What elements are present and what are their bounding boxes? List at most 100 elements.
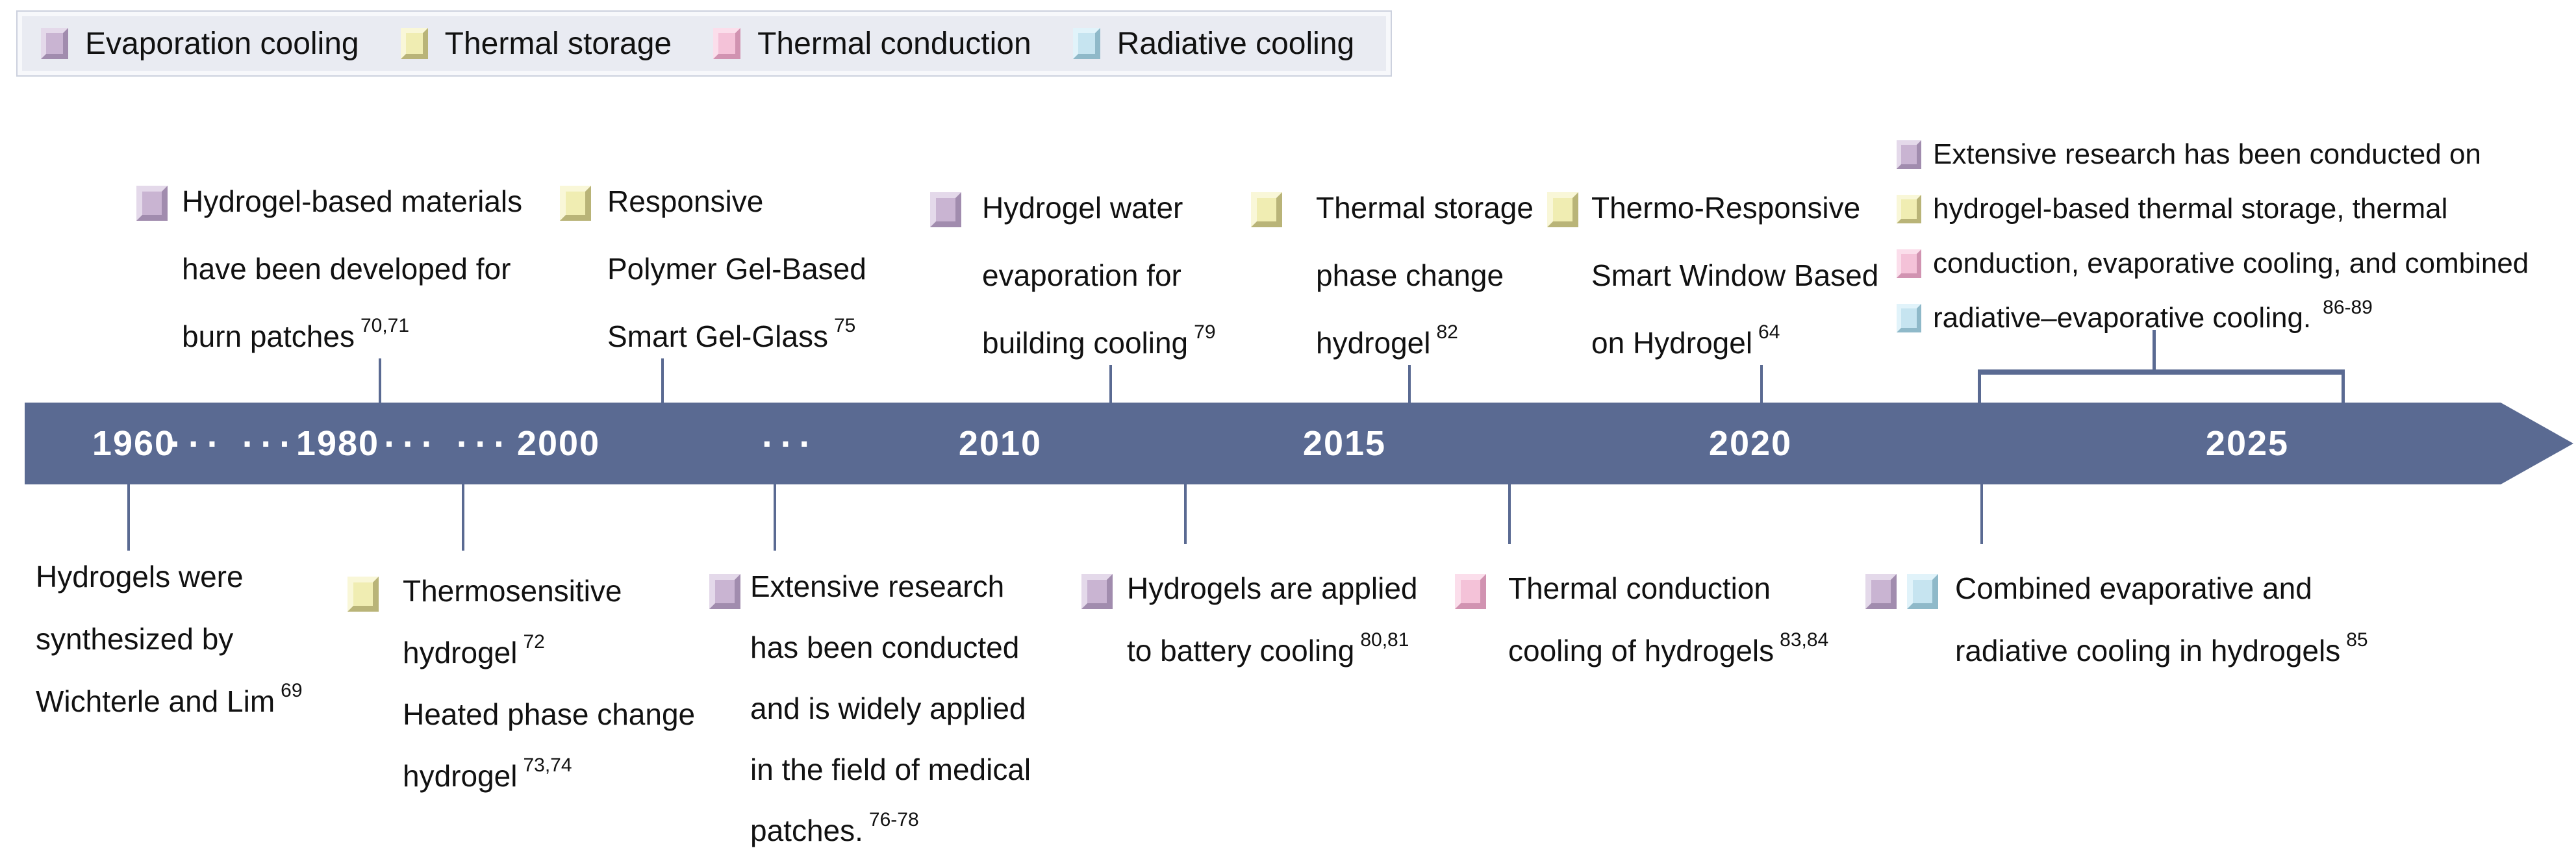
reference-superscript: 76-78: [868, 809, 919, 830]
connector-line: [1760, 365, 1763, 403]
annotation-line: Thermosensitive: [403, 573, 622, 608]
annotation-conduction-cooling: Thermal conduction cooling of hydrogels 8…: [1508, 557, 1828, 682]
thermal-storage-marker-icon: [560, 186, 591, 221]
legend: Evaporation cooling Thermal storage Ther…: [16, 10, 1392, 77]
annotation-building-cooling: Hydrogel water evaporation for building …: [982, 174, 1216, 377]
annotation-line: have been developed for: [182, 252, 511, 286]
thermal-conduction-marker-icon: [1455, 574, 1486, 609]
annotation-line: building cooling: [982, 326, 1189, 360]
annotation-phase-change-hydrogel: Thermal storage phase change hydrogel 82: [1316, 174, 1534, 377]
annotation-battery-cooling: Hydrogels are applied to battery cooling…: [1127, 557, 1418, 682]
reference-superscript: 79: [1194, 321, 1216, 343]
radiative-cooling-swatch-icon: [1072, 28, 1100, 59]
annotation-line: Responsive: [607, 184, 764, 218]
bracket-bar: [1978, 369, 2345, 375]
legend-label: Evaporation cooling: [85, 26, 359, 61]
annotation-line: Hydrogel-based materials: [182, 184, 523, 218]
ellipsis-dots: ··· ···: [384, 423, 512, 464]
reference-superscript: 80,81: [1360, 629, 1409, 651]
year-2025: 2025: [2205, 424, 2290, 463]
annotation-line: Hydrogel water: [982, 191, 1183, 225]
annotation-line: Wichterle and Lim: [36, 684, 275, 718]
legend-label: Radiative cooling: [1117, 26, 1355, 61]
annotation-line: to battery cooling: [1127, 634, 1355, 668]
annotation-line: hydrogel: [403, 635, 518, 669]
annotation-line: radiative cooling in hydrogels: [1955, 634, 2341, 668]
year-2000: 2000: [516, 424, 601, 463]
annotation-line: phase change: [1316, 258, 1504, 292]
reference-superscript: 85: [2346, 629, 2368, 651]
evaporation-marker-icon: [1897, 140, 1921, 169]
summary-line: conduction, evaporative cooling, and com…: [1897, 236, 2529, 291]
legend-label: Thermal conduction: [757, 26, 1031, 61]
connector-line: [127, 484, 130, 551]
annotation-line: Polymer Gel-Based: [607, 252, 866, 286]
evaporation-marker-icon: [1081, 574, 1113, 609]
radiative-cooling-marker-icon: [1897, 304, 1921, 332]
annotation-line: Hydrogels are applied: [1127, 571, 1418, 605]
thermal-storage-swatch-icon: [400, 28, 428, 59]
connector-line: [1980, 484, 1983, 544]
bracket-right-leg: [2342, 373, 2345, 403]
annotation-line: evaporation for: [982, 258, 1181, 292]
annotation-line: Combined evaporative and: [1955, 571, 2312, 605]
connector-line: [661, 358, 664, 403]
year-2020: 2020: [1708, 424, 1793, 463]
annotation-line: Thermal conduction: [1508, 571, 1771, 605]
connector-line: [1184, 484, 1187, 544]
reference-superscript: 69: [281, 680, 303, 701]
annotation-smart-gel-glass: Responsive Polymer Gel-Based Smart Gel-G…: [607, 168, 866, 370]
annotation-line: has been conducted: [750, 630, 1020, 664]
summary-paragraph: Extensive research has been conducted on…: [1897, 127, 2529, 345]
summary-line: Extensive research has been conducted on: [1897, 127, 2529, 182]
annotation-line: Smart Gel-Glass: [607, 319, 828, 353]
annotation-line: on Hydrogel: [1591, 326, 1753, 360]
radiative-cooling-marker-icon: [1907, 574, 1938, 609]
annotation-line: burn patches: [182, 319, 355, 353]
legend-item-thermal-conduction: Thermal conduction: [713, 26, 1031, 62]
legend-item-evaporation-cooling: Evaporation cooling: [41, 26, 359, 62]
annotation-line: Smart Window Based: [1591, 258, 1879, 292]
legend-label: Thermal storage: [444, 26, 672, 61]
annotation-line: hydrogel: [403, 758, 518, 793]
annotation-line: cooling of hydrogels: [1508, 634, 1774, 668]
thermal-storage-marker-icon: [1897, 195, 1921, 223]
annotation-wichterle-lim: Hydrogels were synthesized by Wichterle …: [36, 545, 303, 732]
reference-superscript: 70,71: [360, 315, 410, 336]
timeline-diagram: Evaporation cooling Thermal storage Ther…: [16, 10, 2576, 847]
connector-line: [1109, 365, 1112, 403]
connector-line: [774, 484, 776, 551]
evaporation-cooling-swatch-icon: [41, 28, 68, 59]
annotation-line: and is widely applied: [750, 692, 1026, 725]
year-2010: 2010: [958, 424, 1042, 463]
annotation-line: in the field of medical: [750, 753, 1031, 786]
ellipsis-dots: ··· ···: [170, 423, 298, 464]
connector-line: [462, 484, 464, 551]
thermal-conduction-swatch-icon: [713, 28, 741, 59]
evaporation-marker-icon: [1865, 574, 1897, 609]
evaporation-marker-icon: [930, 192, 961, 227]
reference-superscript: 86-89: [2323, 297, 2373, 318]
year-1960: 1960: [92, 424, 176, 463]
legend-item-radiative-cooling: Radiative cooling: [1072, 26, 1355, 62]
annotation-medical-patches: Extensive research has been conducted an…: [750, 556, 1031, 861]
summary-line: radiative–evaporative cooling. 86-89: [1897, 291, 2529, 345]
annotation-line: Extensive research: [750, 569, 1005, 603]
annotation-combined-cooling: Combined evaporative and radiative cooli…: [1955, 557, 2368, 682]
reference-superscript: 72: [523, 630, 545, 653]
summary-text: hydrogel-based thermal storage, thermal: [1933, 193, 2448, 225]
thermal-storage-marker-icon: [347, 577, 379, 612]
annotation-line: Heated phase change: [403, 697, 696, 731]
annotation-line: patches.: [750, 814, 863, 847]
timeline-arrow: 1960 ··· ··· 1980 ··· ··· 2000 ··· 2010 …: [25, 403, 2573, 484]
reference-superscript: 64: [1758, 321, 1780, 343]
summary-line: hydrogel-based thermal storage, thermal: [1897, 182, 2529, 236]
connector-line: [379, 358, 381, 403]
reference-superscript: 73,74: [523, 754, 572, 776]
reference-superscript: 83,84: [1780, 629, 1829, 651]
bracket-stem: [2153, 330, 2156, 373]
annotation-line: Thermal storage: [1316, 191, 1534, 225]
connector-line: [1408, 365, 1411, 403]
reference-superscript: 82: [1436, 321, 1458, 343]
summary-text: conduction, evaporative cooling, and com…: [1933, 247, 2529, 279]
